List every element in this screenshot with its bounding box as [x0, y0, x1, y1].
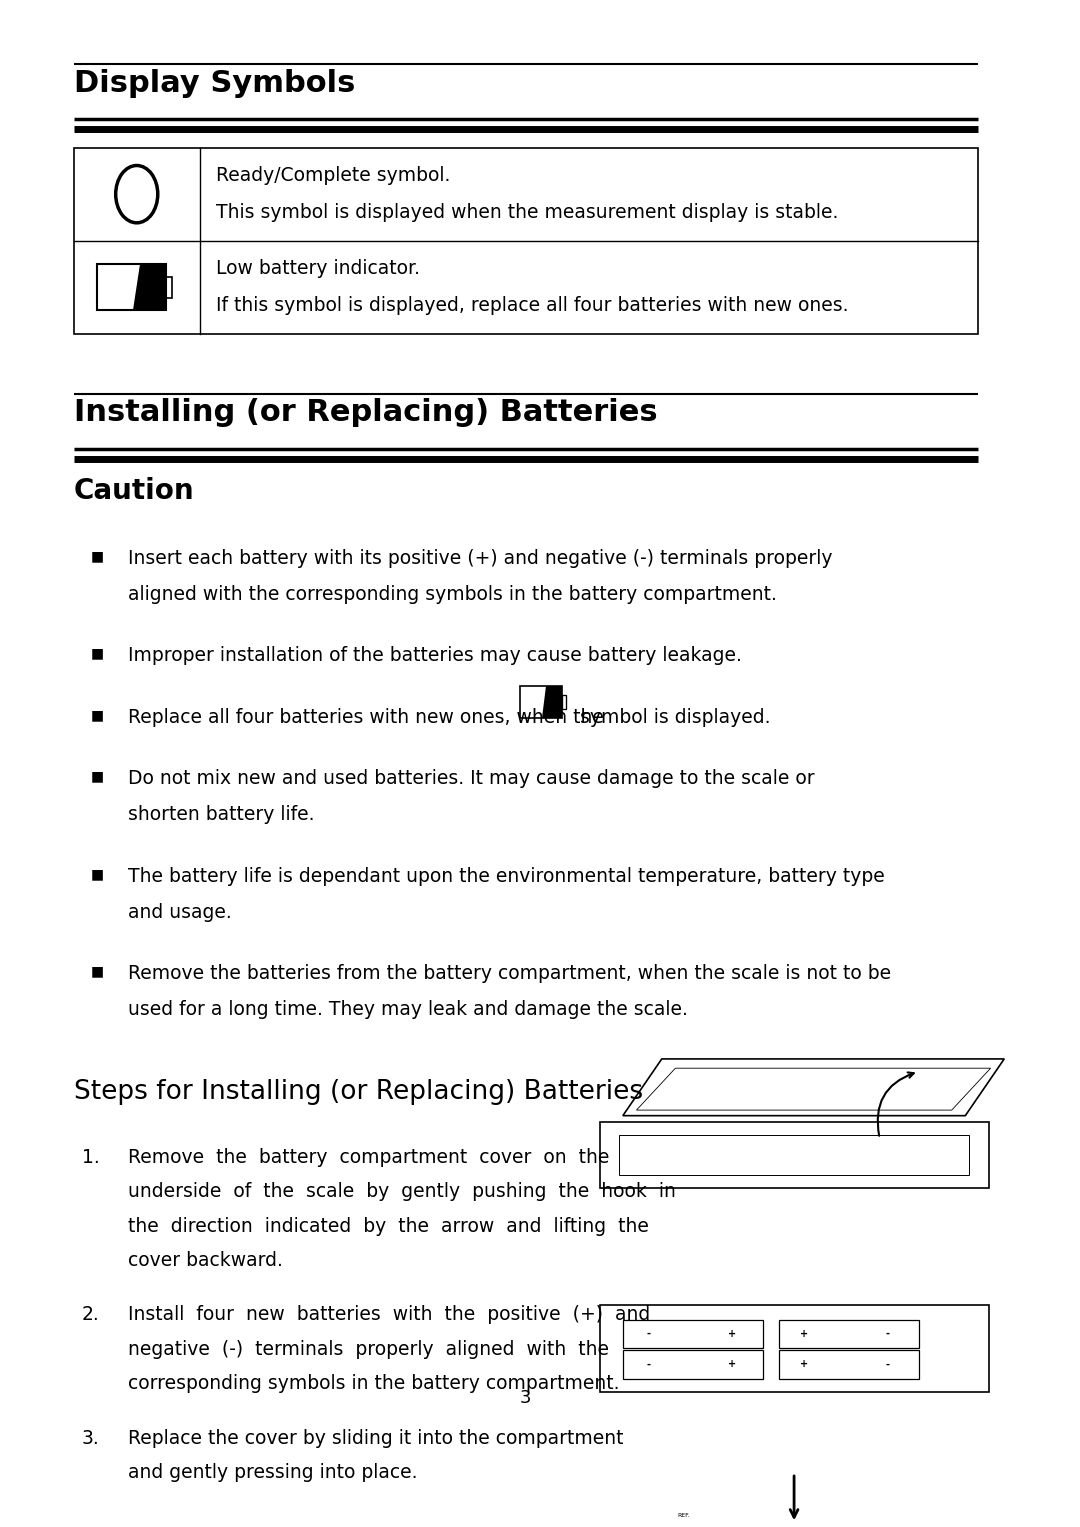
Text: -: - [886, 1359, 890, 1370]
Text: Caution: Caution [73, 476, 194, 505]
Polygon shape [623, 1350, 762, 1379]
Text: 1.: 1. [82, 1148, 99, 1167]
Text: aligned with the corresponding symbols in the battery compartment.: aligned with the corresponding symbols i… [129, 585, 778, 603]
Text: +: + [799, 1359, 808, 1370]
Text: corresponding symbols in the battery compartment.: corresponding symbols in the battery com… [129, 1374, 620, 1393]
Polygon shape [133, 264, 165, 310]
Text: negative  (-)  terminals  properly  aligned  with  the: negative (-) terminals properly aligned … [129, 1339, 609, 1359]
Text: This symbol is displayed when the measurement display is stable.: This symbol is displayed when the measur… [216, 203, 838, 221]
Text: Low battery indicator.: Low battery indicator. [216, 258, 420, 278]
Text: If this symbol is displayed, replace all four batteries with new ones.: If this symbol is displayed, replace all… [216, 296, 848, 315]
Text: ■: ■ [91, 965, 104, 979]
Text: ■: ■ [91, 770, 104, 783]
Text: and gently pressing into place.: and gently pressing into place. [129, 1463, 418, 1483]
Text: the  direction  indicated  by  the  arrow  and  lifting  the: the direction indicated by the arrow and… [129, 1217, 649, 1235]
Text: -: - [646, 1359, 650, 1370]
Text: +: + [728, 1359, 737, 1370]
Text: underside  of  the  scale  by  gently  pushing  the  hook  in: underside of the scale by gently pushing… [129, 1182, 676, 1202]
Text: -: - [646, 1328, 650, 1339]
Text: Remove the batteries from the battery compartment, when the scale is not to be: Remove the batteries from the battery co… [129, 965, 891, 983]
Polygon shape [542, 686, 562, 718]
Text: Insert each battery with its positive (+) and negative (-) terminals properly: Insert each battery with its positive (+… [129, 548, 833, 568]
Text: 3: 3 [521, 1390, 531, 1406]
Polygon shape [623, 1319, 762, 1348]
Text: -: - [886, 1328, 890, 1339]
Text: ■: ■ [91, 867, 104, 881]
Text: The battery life is dependant upon the environmental temperature, battery type: The battery life is dependant upon the e… [129, 867, 886, 886]
Text: ■: ■ [91, 548, 104, 563]
Text: REF.: REF. [677, 1513, 690, 1518]
Text: Replace all four batteries with new ones, when the: Replace all four batteries with new ones… [129, 709, 610, 727]
Text: Remove  the  battery  compartment  cover  on  the: Remove the battery compartment cover on … [129, 1148, 610, 1167]
Text: Installing (or Replacing) Batteries: Installing (or Replacing) Batteries [73, 399, 658, 428]
Text: and usage.: and usage. [129, 902, 232, 922]
Text: shorten battery life.: shorten battery life. [129, 805, 314, 825]
Text: Ready/Complete symbol.: Ready/Complete symbol. [216, 165, 450, 185]
Text: +: + [728, 1328, 737, 1339]
Text: Install  four  new  batteries  with  the  positive  (+)  and: Install four new batteries with the posi… [129, 1306, 650, 1324]
Text: ■: ■ [91, 646, 104, 660]
Text: Display Symbols: Display Symbols [73, 69, 355, 98]
Text: used for a long time. They may leak and damage the scale.: used for a long time. They may leak and … [129, 1000, 688, 1019]
Text: symbol is displayed.: symbol is displayed. [568, 709, 771, 727]
Text: Replace the cover by sliding it into the compartment: Replace the cover by sliding it into the… [129, 1429, 624, 1448]
Text: Improper installation of the batteries may cause battery leakage.: Improper installation of the batteries m… [129, 646, 742, 666]
Text: 2.: 2. [82, 1306, 99, 1324]
Polygon shape [779, 1319, 919, 1348]
Text: Steps for Installing (or Replacing) Batteries: Steps for Installing (or Replacing) Batt… [73, 1080, 643, 1106]
Text: cover backward.: cover backward. [129, 1251, 283, 1270]
Text: ■: ■ [91, 709, 104, 722]
Polygon shape [779, 1350, 919, 1379]
Text: Do not mix new and used batteries. It may cause damage to the scale or: Do not mix new and used batteries. It ma… [129, 770, 815, 788]
Text: 3.: 3. [82, 1429, 99, 1448]
Text: +: + [799, 1328, 808, 1339]
